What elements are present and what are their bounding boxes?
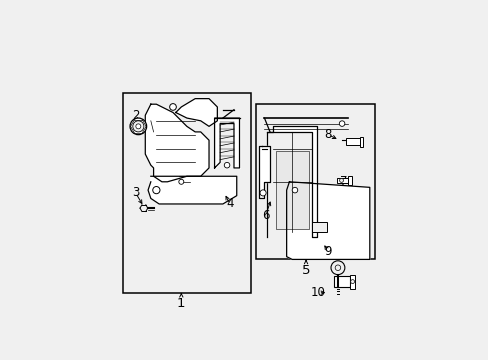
Text: 1: 1 bbox=[177, 297, 185, 310]
Circle shape bbox=[339, 121, 344, 126]
Bar bbox=[359, 136, 363, 147]
Text: 10: 10 bbox=[310, 286, 325, 299]
Bar bbox=[348, 176, 351, 185]
Polygon shape bbox=[259, 146, 269, 198]
Circle shape bbox=[152, 186, 160, 194]
Polygon shape bbox=[145, 104, 208, 182]
Bar bbox=[350, 275, 354, 288]
Polygon shape bbox=[286, 182, 369, 260]
Circle shape bbox=[133, 121, 143, 132]
Circle shape bbox=[224, 162, 229, 168]
Bar bbox=[346, 138, 359, 145]
Text: 8: 8 bbox=[324, 128, 331, 141]
Bar bbox=[337, 177, 348, 183]
Bar bbox=[311, 222, 326, 232]
Circle shape bbox=[339, 179, 343, 183]
Polygon shape bbox=[267, 126, 317, 237]
Bar bbox=[275, 151, 308, 229]
Text: 2: 2 bbox=[132, 109, 139, 122]
Circle shape bbox=[350, 280, 354, 284]
Bar bbox=[333, 276, 350, 287]
Circle shape bbox=[130, 118, 146, 135]
Circle shape bbox=[179, 179, 183, 184]
Text: 7: 7 bbox=[339, 175, 346, 188]
Bar bbox=[123, 93, 250, 293]
Polygon shape bbox=[214, 118, 239, 168]
Circle shape bbox=[169, 104, 176, 110]
Circle shape bbox=[292, 187, 297, 193]
Circle shape bbox=[260, 190, 265, 196]
Bar bbox=[256, 104, 375, 260]
Text: 3: 3 bbox=[132, 186, 139, 199]
Circle shape bbox=[136, 124, 141, 129]
Polygon shape bbox=[175, 99, 217, 126]
Text: 9: 9 bbox=[324, 244, 331, 258]
Text: 6: 6 bbox=[262, 208, 269, 221]
Text: 5: 5 bbox=[301, 264, 310, 277]
Polygon shape bbox=[148, 176, 236, 204]
Text: 4: 4 bbox=[225, 198, 233, 211]
